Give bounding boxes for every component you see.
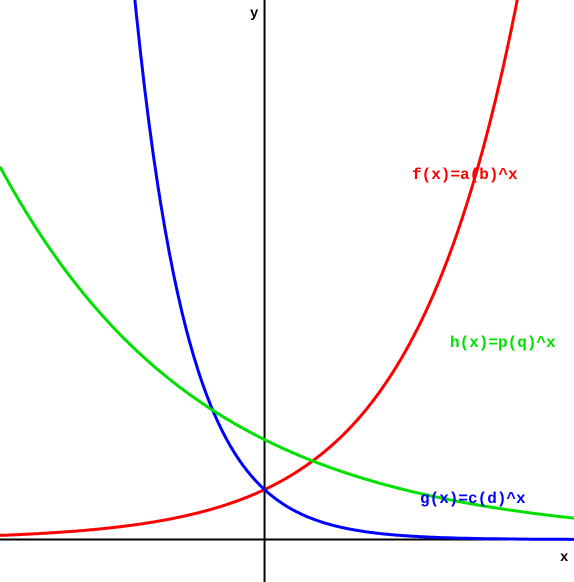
curve-label-g: g(x)=c(d)^x <box>420 490 526 508</box>
axis-label-y: y <box>250 6 258 22</box>
curve-g <box>131 0 574 539</box>
curve-f <box>0 0 527 535</box>
curve-label-f: f(x)=a(b)^x <box>412 166 518 184</box>
curve-label-h: h(x)=p(q)^x <box>450 334 556 352</box>
axis-label-x: x <box>560 550 568 566</box>
chart: y x f(x)=a(b)^x g(x)=c(d)^x h(x)=p(q)^x <box>0 0 574 582</box>
